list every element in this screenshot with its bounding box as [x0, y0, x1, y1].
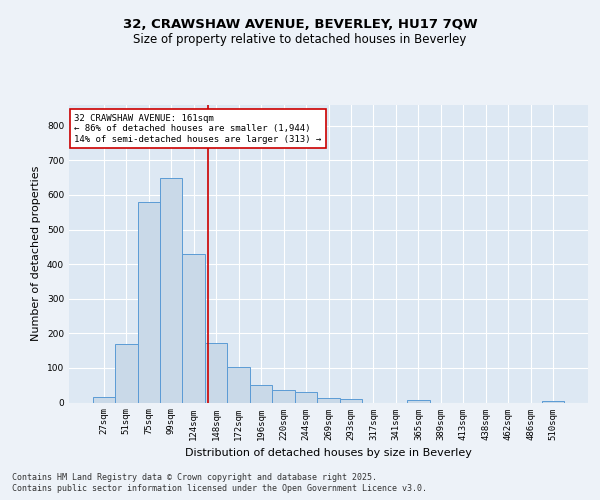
Bar [205, 343, 227, 402]
Text: Contains public sector information licensed under the Open Government Licence v3: Contains public sector information licen… [12, 484, 427, 493]
Bar [295, 392, 317, 402]
Text: Size of property relative to detached houses in Beverley: Size of property relative to detached ho… [133, 32, 467, 46]
X-axis label: Distribution of detached houses by size in Beverley: Distribution of detached houses by size … [185, 448, 472, 458]
Y-axis label: Number of detached properties: Number of detached properties [31, 166, 41, 342]
Text: 32 CRAWSHAW AVENUE: 161sqm
← 86% of detached houses are smaller (1,944)
14% of s: 32 CRAWSHAW AVENUE: 161sqm ← 86% of deta… [74, 114, 322, 144]
Bar [542, 401, 565, 402]
Bar [227, 367, 250, 402]
Bar [407, 400, 430, 402]
Bar [92, 396, 115, 402]
Bar [137, 202, 160, 402]
Bar [340, 399, 362, 402]
Bar [115, 344, 137, 403]
Bar [182, 254, 205, 402]
Text: Contains HM Land Registry data © Crown copyright and database right 2025.: Contains HM Land Registry data © Crown c… [12, 472, 377, 482]
Text: 32, CRAWSHAW AVENUE, BEVERLEY, HU17 7QW: 32, CRAWSHAW AVENUE, BEVERLEY, HU17 7QW [122, 18, 478, 30]
Bar [250, 385, 272, 402]
Bar [317, 398, 340, 402]
Bar [272, 390, 295, 402]
Bar [160, 178, 182, 402]
